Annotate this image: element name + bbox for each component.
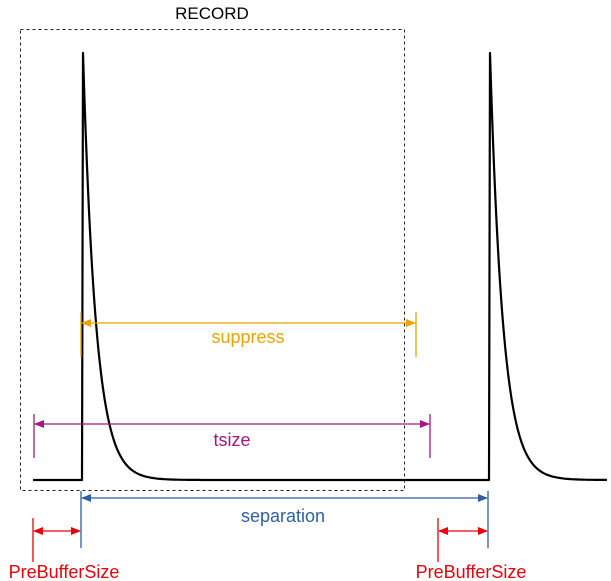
tsize-label: tsize	[213, 430, 250, 450]
prebuffer-right-annotation: PreBufferSize	[416, 518, 527, 581]
suppress-label: suppress	[211, 327, 284, 347]
waveform	[33, 51, 608, 482]
prebuffer-left-annotation: PreBufferSize	[9, 518, 120, 581]
record-box	[20, 29, 405, 491]
prebuffer-right-label: PreBufferSize	[416, 562, 527, 581]
record-label: RECORD	[175, 4, 249, 23]
separation-label: separation	[241, 506, 325, 526]
suppress-annotation: suppress	[80, 312, 417, 357]
tsize-annotation: tsize	[33, 414, 431, 458]
prebuffer-left-label: PreBufferSize	[9, 562, 120, 581]
separation-annotation: separation	[80, 491, 489, 548]
